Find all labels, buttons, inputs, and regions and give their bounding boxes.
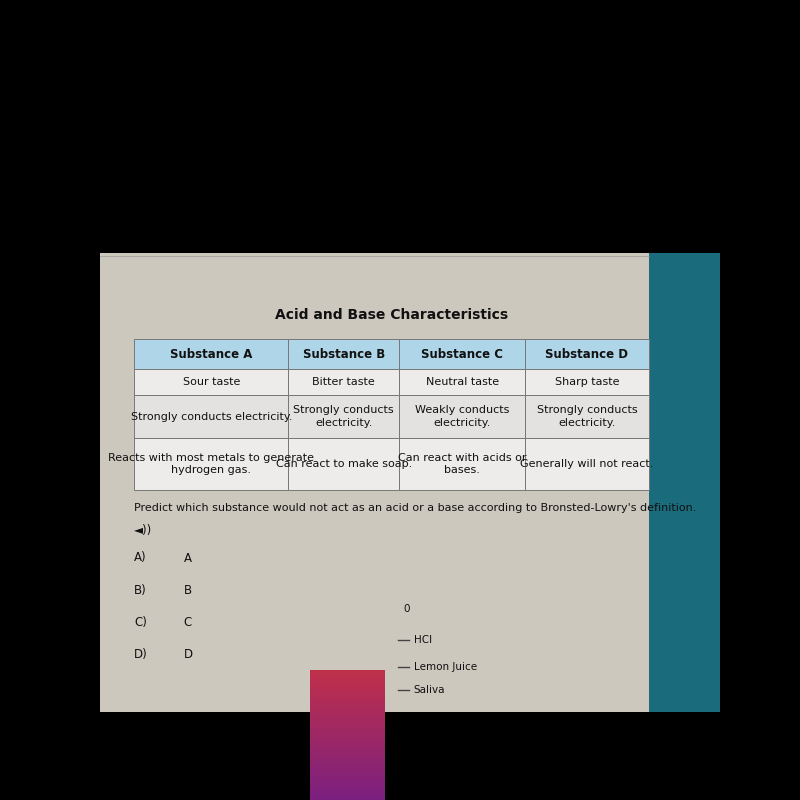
Text: Saliva: Saliva [414, 685, 446, 695]
Text: Predict which substance would not act as an acid or a base according to Bronsted: Predict which substance would not act as… [134, 502, 697, 513]
Text: Weakly conducts
electricity.: Weakly conducts electricity. [415, 406, 510, 428]
Text: C): C) [134, 615, 147, 629]
Bar [649, 253, 720, 712]
Text: D: D [184, 647, 193, 661]
Text: Reacts with most metals to generate
hydrogen gas.: Reacts with most metals to generate hydr… [108, 453, 314, 475]
Bar [134, 438, 289, 490]
Text: B: B [184, 583, 192, 597]
Bar [100, 96, 720, 253]
Bar [525, 395, 649, 438]
Bar [289, 438, 399, 490]
Text: 0: 0 [403, 604, 410, 614]
Text: Substance D: Substance D [546, 347, 629, 361]
Text: Substance B: Substance B [302, 347, 385, 361]
Text: Substance A: Substance A [170, 347, 253, 361]
Bar [134, 369, 289, 395]
Text: Sharp taste: Sharp taste [554, 377, 619, 387]
Bar [525, 339, 649, 369]
Text: C: C [184, 615, 192, 629]
Bar [399, 369, 525, 395]
Text: Can react with acids or
bases.: Can react with acids or bases. [398, 453, 526, 475]
Bar [399, 339, 525, 369]
Bar [525, 369, 649, 395]
Bar [289, 369, 399, 395]
Text: Substance C: Substance C [421, 347, 503, 361]
Text: Acid and Base Characteristics: Acid and Base Characteristics [275, 308, 508, 322]
Bar [399, 438, 525, 490]
Text: Strongly conducts
electricity.: Strongly conducts electricity. [294, 406, 394, 428]
Bar [134, 339, 289, 369]
Text: D): D) [134, 647, 148, 661]
Text: Strongly conducts electricity.: Strongly conducts electricity. [130, 411, 292, 422]
Text: Can react to make soap.: Can react to make soap. [276, 459, 412, 470]
Text: ◄)): ◄)) [134, 524, 152, 537]
Text: Bitter taste: Bitter taste [313, 377, 375, 387]
Bar [525, 438, 649, 490]
Text: Generally will not react.: Generally will not react. [520, 459, 654, 470]
Text: Neutral taste: Neutral taste [426, 377, 498, 387]
Text: A: A [184, 551, 192, 565]
Text: Lemon Juice: Lemon Juice [414, 662, 477, 672]
Text: B): B) [134, 583, 147, 597]
Text: Strongly conducts
electricity.: Strongly conducts electricity. [537, 406, 638, 428]
Bar [134, 395, 289, 438]
Text: HCl: HCl [414, 635, 432, 645]
Bar [289, 395, 399, 438]
Bar [289, 339, 399, 369]
Bar [100, 253, 649, 712]
Text: Sour taste: Sour taste [182, 377, 240, 387]
Bar [399, 395, 525, 438]
Text: A): A) [134, 551, 146, 565]
